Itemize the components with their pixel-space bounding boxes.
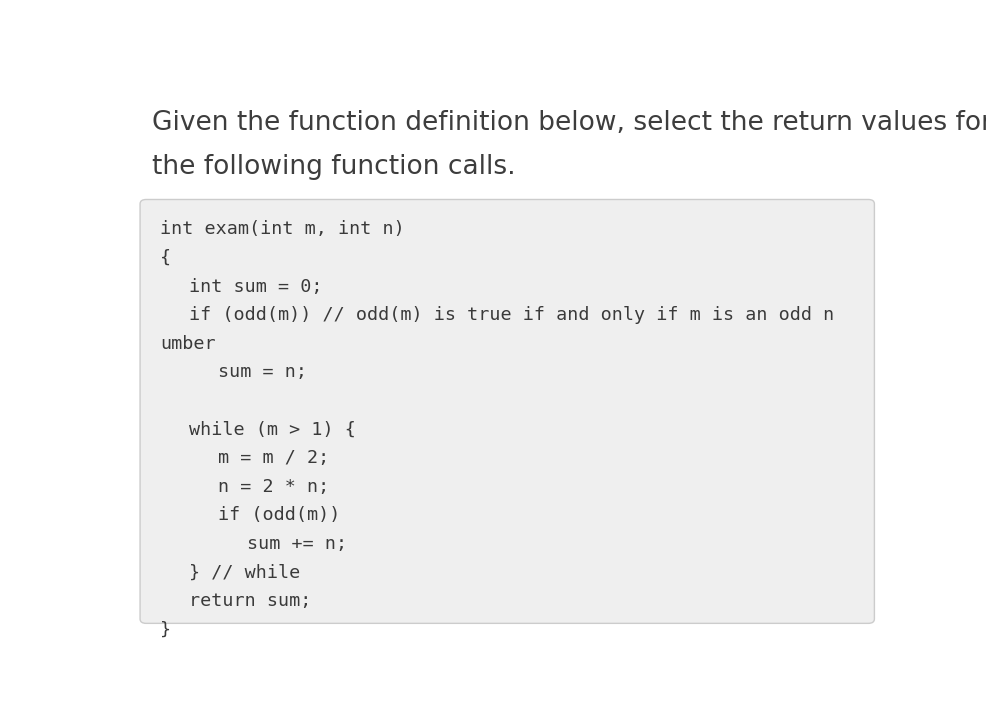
Text: m = m / 2;: m = m / 2; <box>218 449 329 467</box>
Text: if (odd(m)) // odd(m) is true if and only if m is an odd n: if (odd(m)) // odd(m) is true if and onl… <box>189 306 834 324</box>
Text: Given the function definition below, select the return values for: Given the function definition below, sel… <box>152 111 986 136</box>
Text: {: { <box>160 249 171 267</box>
Text: if (odd(m)): if (odd(m)) <box>218 506 340 524</box>
Text: sum += n;: sum += n; <box>247 535 347 553</box>
Text: umber: umber <box>160 335 216 353</box>
Text: while (m > 1) {: while (m > 1) { <box>189 421 356 438</box>
Text: }: } <box>160 620 171 638</box>
Text: n = 2 * n;: n = 2 * n; <box>218 478 329 496</box>
FancyBboxPatch shape <box>140 199 875 623</box>
Text: } // while: } // while <box>189 563 300 581</box>
Text: int exam(int m, int n): int exam(int m, int n) <box>160 221 404 238</box>
Text: int sum = 0;: int sum = 0; <box>189 278 322 296</box>
Text: return sum;: return sum; <box>189 592 312 610</box>
Text: sum = n;: sum = n; <box>218 363 307 381</box>
Text: the following function calls.: the following function calls. <box>152 154 516 181</box>
